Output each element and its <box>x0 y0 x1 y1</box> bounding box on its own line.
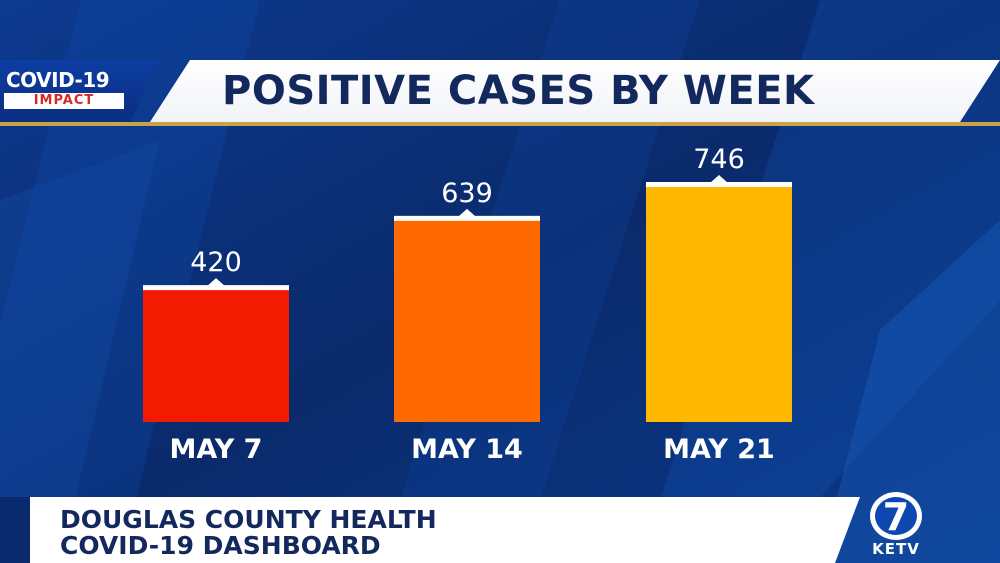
bar-may-21 <box>646 186 792 422</box>
lower-third-line-1: DOUGLAS COUNTY HEALTH <box>60 505 437 534</box>
bar-value-label: 746 <box>693 144 745 175</box>
title-bar-background <box>150 60 1000 122</box>
bar-may-14 <box>394 219 540 422</box>
station-logo: 7 KETV <box>846 490 996 563</box>
lower-third-accent <box>0 497 30 563</box>
title-banner: POSITIVE CASES BY WEEK COVID-19 IMPACT <box>0 60 1000 126</box>
bar-pointer <box>458 208 476 217</box>
chart-title: POSITIVE CASES BY WEEK <box>222 68 815 114</box>
bar-value-label: 420 <box>190 247 242 278</box>
seven-circle-icon: 7 <box>870 492 922 540</box>
title-underline <box>0 122 1000 126</box>
bar-pointer <box>710 175 728 183</box>
station-name: KETV <box>872 540 920 558</box>
lower-third-banner: DOUGLAS COUNTY HEALTH COVID-19 DASHBOARD <box>0 497 860 563</box>
bar-cap <box>646 182 792 187</box>
logo-top-text: COVID-19 <box>6 68 110 92</box>
bar-pointer <box>207 278 225 287</box>
bar-cap <box>143 285 289 291</box>
bar-cap <box>394 215 540 221</box>
category-label: MAY 14 <box>411 434 523 465</box>
category-label: MAY 7 <box>170 434 263 465</box>
covid-impact-logo: COVID-19 IMPACT <box>0 60 160 122</box>
station-number: 7 <box>883 495 909 539</box>
bar-may-7 <box>143 289 289 422</box>
bar-value-label: 639 <box>441 178 493 209</box>
logo-bottom-text: IMPACT <box>4 93 124 109</box>
category-label: MAY 21 <box>663 434 775 465</box>
lower-third-line-2: COVID-19 DASHBOARD <box>60 531 381 560</box>
